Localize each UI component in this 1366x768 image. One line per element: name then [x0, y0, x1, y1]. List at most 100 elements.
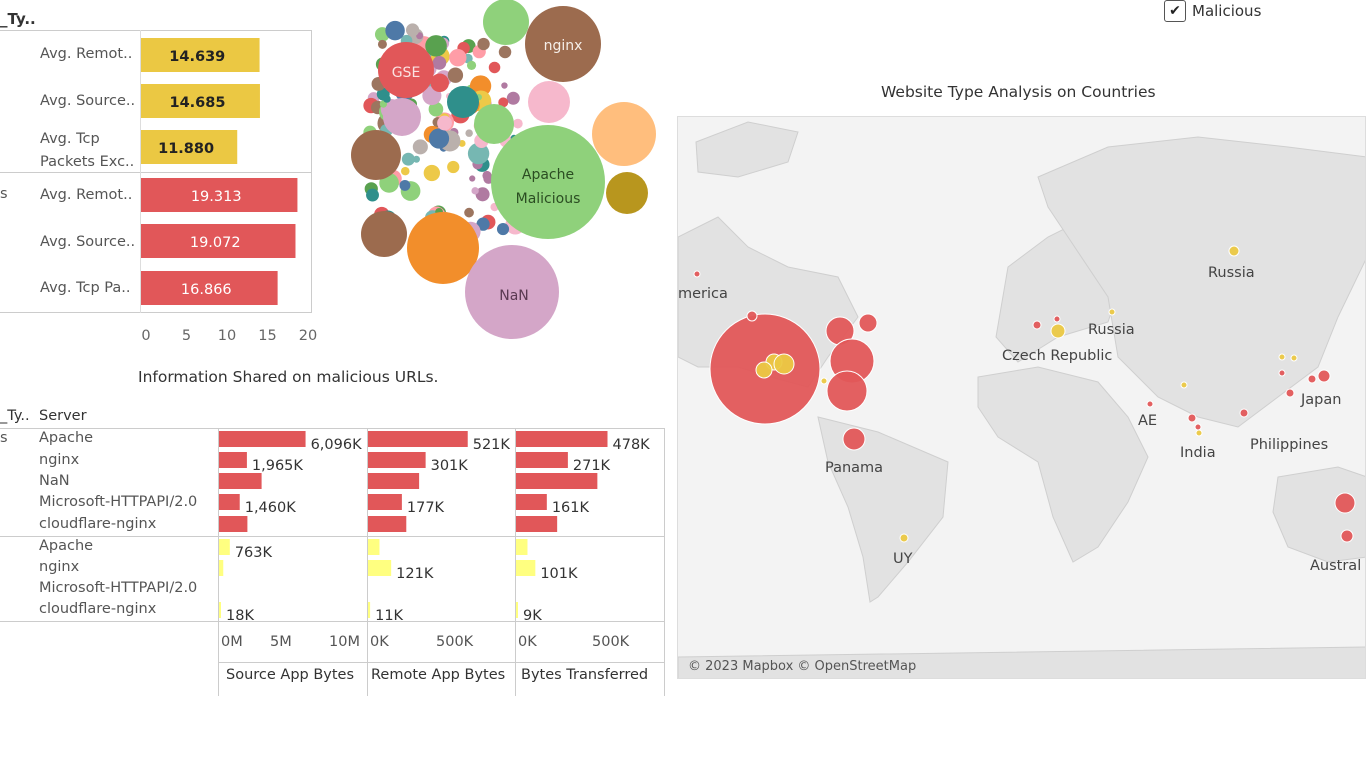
map-dot[interactable] [1053, 315, 1061, 323]
bubble[interactable] [385, 20, 405, 41]
bubble[interactable] [401, 152, 415, 166]
info-bar[interactable] [516, 452, 568, 468]
map-dot[interactable] [1334, 492, 1356, 514]
bubble[interactable] [592, 102, 656, 166]
bubble-apache-malicious[interactable] [491, 125, 605, 239]
map-dot[interactable] [820, 377, 828, 385]
map-dot[interactable] [1228, 245, 1240, 257]
bubble[interactable] [351, 130, 401, 180]
bubble[interactable] [498, 97, 509, 108]
bubble[interactable] [471, 187, 479, 195]
bubble[interactable] [447, 160, 460, 174]
map-dot[interactable] [1050, 323, 1066, 339]
info-bar[interactable] [219, 560, 224, 576]
info-bar[interactable] [219, 494, 240, 510]
bubble[interactable] [416, 32, 424, 40]
bubble[interactable] [469, 75, 492, 97]
bubble[interactable] [464, 207, 474, 218]
avg-bar[interactable] [141, 130, 238, 164]
malicious-checkbox[interactable]: ✔ [1164, 0, 1186, 22]
map-dot[interactable] [1180, 381, 1188, 389]
map-dot[interactable] [773, 353, 795, 375]
info-bar[interactable] [368, 452, 426, 468]
bubble[interactable] [477, 37, 490, 51]
bubble[interactable] [466, 60, 477, 71]
bubble[interactable] [606, 172, 648, 214]
info-bar[interactable] [368, 539, 380, 555]
bubble[interactable] [467, 142, 490, 165]
info-bar[interactable] [516, 539, 528, 555]
map-dot[interactable] [1239, 408, 1249, 418]
info-bar[interactable] [516, 494, 547, 510]
map-dot[interactable] [693, 270, 701, 278]
bubble[interactable] [383, 98, 421, 136]
bubble[interactable] [437, 115, 452, 131]
map-dot[interactable] [826, 370, 868, 412]
avg-bar[interactable] [141, 84, 260, 118]
map-dot[interactable] [1290, 354, 1298, 362]
info-bar[interactable] [219, 602, 221, 618]
bubble[interactable] [399, 179, 411, 191]
bubble[interactable] [377, 39, 387, 49]
bubble-nginx[interactable] [525, 6, 601, 82]
bubble[interactable] [428, 101, 444, 117]
bubble[interactable] [474, 104, 514, 144]
bubble[interactable] [528, 81, 570, 123]
bubble[interactable] [476, 217, 490, 231]
info-bar[interactable] [368, 516, 407, 532]
bubble[interactable] [405, 23, 420, 37]
info-bar[interactable] [219, 431, 306, 447]
info-bar[interactable] [219, 452, 247, 468]
bubble[interactable] [428, 128, 450, 149]
bubble[interactable] [506, 91, 520, 105]
info-bar[interactable] [368, 560, 392, 576]
info-bar[interactable] [368, 494, 402, 510]
bubble[interactable] [469, 175, 476, 182]
bubble[interactable] [475, 187, 490, 202]
info-bar[interactable] [516, 602, 518, 618]
bubble[interactable] [412, 139, 428, 155]
info-bar[interactable] [219, 539, 230, 555]
bubble[interactable] [432, 56, 447, 70]
bubble[interactable] [482, 170, 492, 181]
bubble-gse[interactable] [378, 42, 434, 98]
bubble[interactable] [447, 67, 464, 83]
map-dot[interactable] [1307, 374, 1317, 384]
bubble[interactable] [425, 35, 447, 57]
bubble[interactable] [407, 212, 479, 284]
map-dot[interactable] [1194, 423, 1202, 431]
map-dot[interactable] [1108, 308, 1116, 316]
info-bar[interactable] [516, 431, 608, 447]
map-dot[interactable] [1285, 388, 1295, 398]
bubble[interactable] [449, 49, 467, 67]
map-dot[interactable] [1032, 320, 1042, 330]
bubble[interactable] [458, 140, 466, 147]
map-dot[interactable] [1278, 369, 1286, 377]
map-dot[interactable] [1278, 353, 1286, 361]
world-map[interactable]: merica Russia Russia Czech Republic AE J… [677, 116, 1366, 679]
bubble[interactable] [465, 129, 473, 137]
bubble-nan[interactable] [465, 245, 559, 339]
bubble[interactable] [430, 73, 449, 93]
bubble[interactable] [501, 82, 508, 89]
bubble[interactable] [423, 164, 441, 182]
map-dot[interactable] [842, 427, 866, 451]
info-bar[interactable] [516, 560, 536, 576]
map-dot[interactable] [1146, 400, 1154, 408]
map-dot[interactable] [1187, 413, 1197, 423]
bubble[interactable] [512, 118, 523, 129]
bubble[interactable] [447, 86, 479, 118]
map-dot[interactable] [1340, 529, 1354, 543]
map-dot[interactable] [858, 313, 878, 333]
bubble[interactable] [412, 155, 420, 163]
map-dot[interactable] [746, 310, 758, 322]
map-dot[interactable] [899, 533, 909, 543]
bubble[interactable] [361, 211, 407, 257]
bubble[interactable] [366, 188, 379, 202]
avg-bar[interactable] [141, 178, 298, 212]
bubble[interactable] [488, 61, 501, 74]
info-bar[interactable] [219, 473, 262, 489]
map-dot[interactable] [755, 361, 773, 379]
bubble[interactable] [383, 95, 391, 103]
avg-bar[interactable] [141, 271, 278, 305]
